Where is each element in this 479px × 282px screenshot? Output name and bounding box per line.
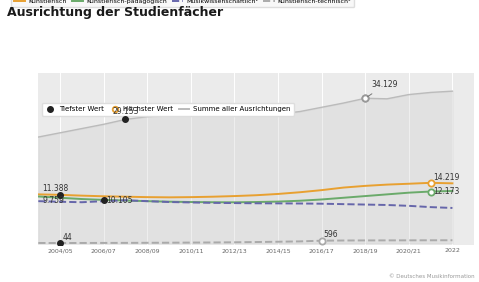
Text: Ausrichtung der Studienfächer: Ausrichtung der Studienfächer [7, 6, 223, 19]
Text: 34.129: 34.129 [367, 80, 398, 97]
Text: 9.759: 9.759 [43, 196, 65, 205]
Text: 14.219: 14.219 [433, 173, 459, 182]
Text: 596: 596 [324, 230, 339, 239]
Text: 44: 44 [62, 233, 72, 242]
Text: 10.105: 10.105 [106, 196, 132, 205]
Text: © Deutsches Musikinformation: © Deutsches Musikinformation [388, 274, 474, 279]
Text: 12.173: 12.173 [433, 187, 459, 196]
Text: 11.388: 11.388 [43, 184, 69, 193]
Legend: Tiefster Wert, Höchster Wert, Summe aller Ausrichtungen: Tiefster Wert, Höchster Wert, Summe alle… [42, 103, 294, 116]
Text: 29.153: 29.153 [112, 107, 139, 116]
